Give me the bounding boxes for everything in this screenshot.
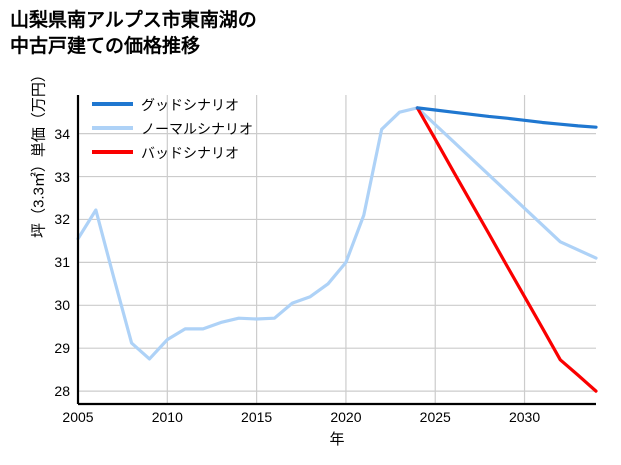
x-axis-tick-label: 2030	[508, 409, 541, 425]
series-line	[76, 106, 598, 361]
legend-item-label: バッドシナリオ	[141, 145, 239, 161]
x-axis-tick-label: 2010	[151, 409, 183, 425]
legend-swatches	[92, 102, 133, 154]
y-axis-tick-label: 33	[54, 168, 70, 185]
series-line	[415, 106, 598, 129]
y-axis-tick-label: 28	[54, 383, 70, 400]
x-axis-tick-label: 2015	[241, 409, 273, 425]
axis-spines	[76, 95, 596, 406]
y-axis-tick-label: 31	[54, 254, 70, 271]
y-axis-label: 坪（3.3㎡）単価（万円）	[30, 67, 48, 238]
y-axis-tick-label: 30	[54, 297, 70, 314]
y-axis-tick-label: 29	[54, 340, 70, 357]
y-axis-tick-label: 32	[54, 211, 70, 228]
chart-title: 山梨県南アルプス市東南湖の 中古戸建ての価格推移	[10, 10, 257, 58]
x-axis-tick-label: 2020	[330, 409, 362, 425]
legend-item-label: グッドシナリオ	[141, 97, 239, 113]
x-axis-tick-label: 2005	[62, 409, 94, 425]
legend-item-label: ノーマルシナリオ	[141, 121, 253, 137]
series-lines	[76, 106, 598, 393]
y-axis-tick-label: 34	[54, 125, 70, 142]
series-line	[415, 106, 598, 393]
x-axis-tick-label: 2025	[419, 409, 451, 425]
gridlines	[77, 95, 596, 404]
x-axis-label: 年	[329, 431, 345, 448]
